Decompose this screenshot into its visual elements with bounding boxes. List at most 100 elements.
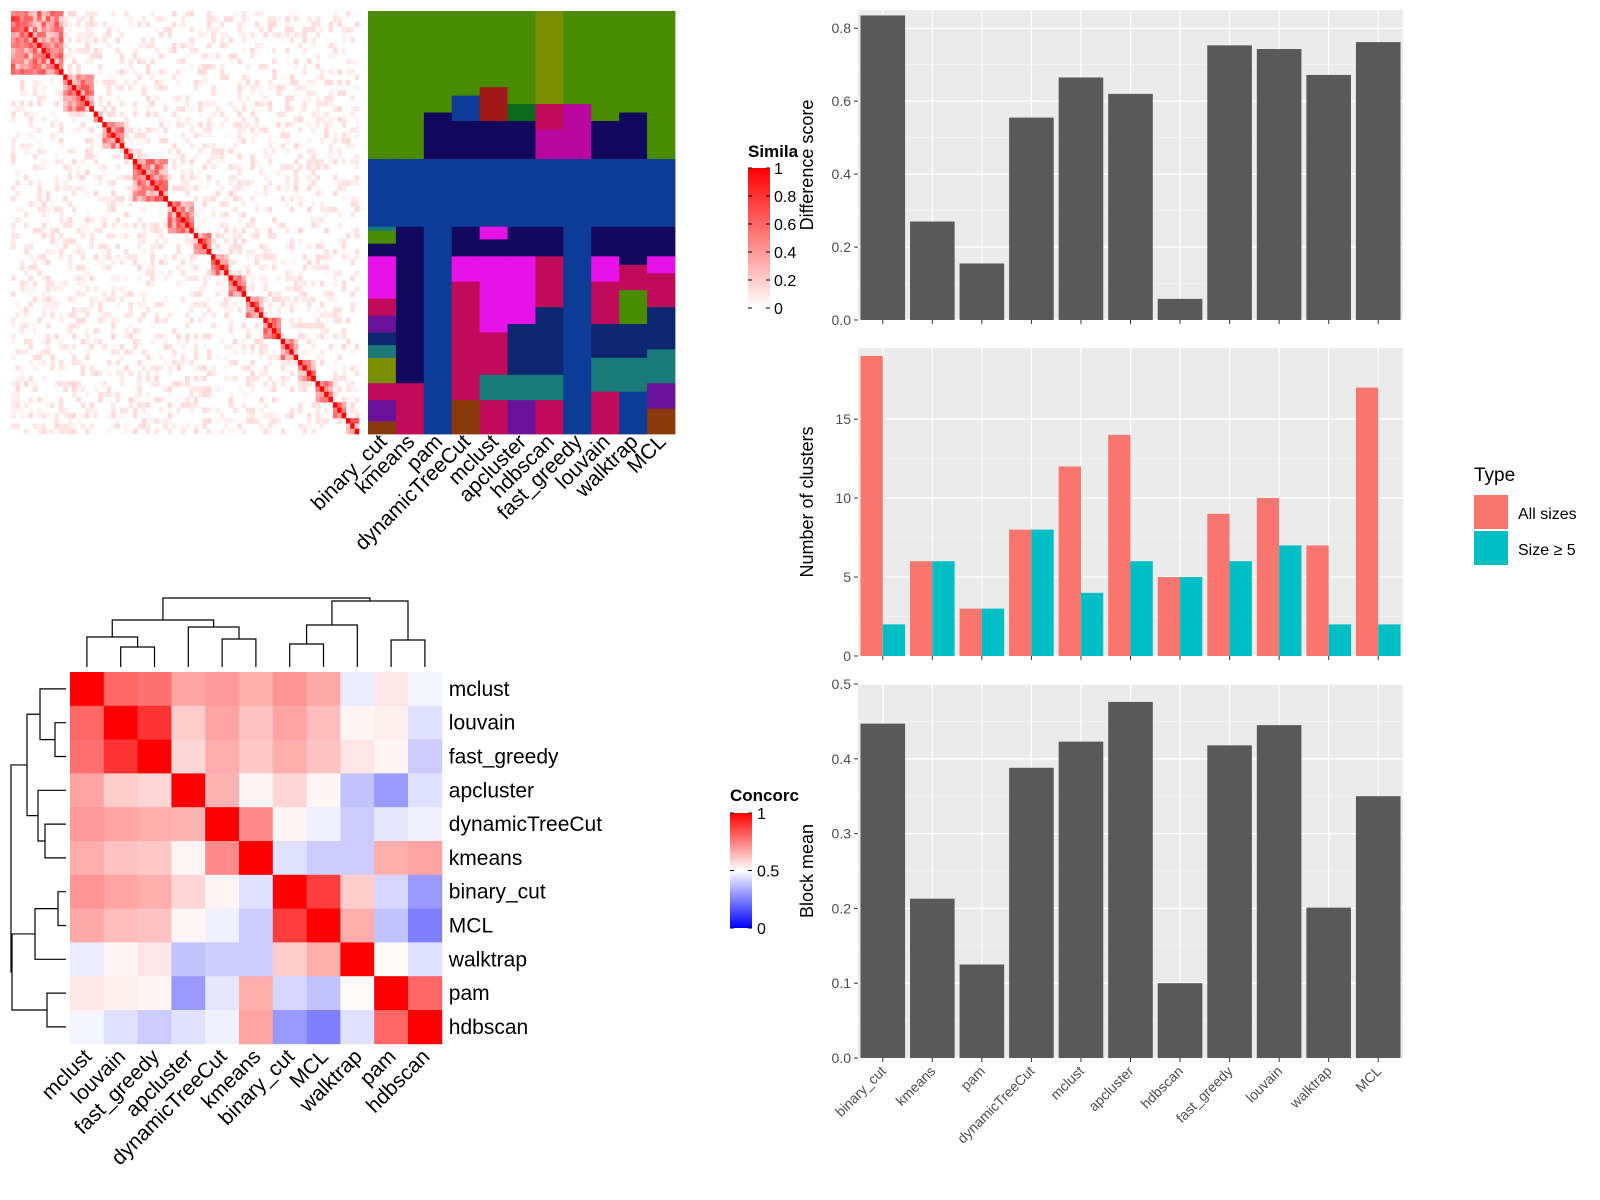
- similarity-cell: [176, 211, 181, 218]
- similarity-cell: [302, 296, 308, 303]
- similarity-cell: [280, 333, 286, 340]
- similarity-cell: [50, 307, 55, 313]
- similarity-cell: [150, 259, 155, 266]
- similarity-cell: [67, 428, 73, 435]
- similarity-cell: [289, 238, 295, 244]
- similarity-cell: [115, 423, 121, 430]
- similarity-cell: [245, 407, 251, 414]
- similarity-cell: [185, 100, 190, 107]
- similarity-cell: [71, 391, 77, 398]
- similarity-cell: [128, 307, 134, 313]
- similarity-cell: [84, 407, 90, 414]
- similarity-cell: [63, 423, 68, 430]
- similarity-cell: [311, 201, 316, 207]
- similarity-cell: [28, 16, 34, 22]
- bar: [910, 561, 933, 656]
- similarity-column-labels: binary_cutkmeanspamdynamicTreeCutmclusta…: [307, 430, 671, 555]
- similarity-legend-tick-label: 1: [774, 161, 783, 178]
- similarity-cell: [84, 48, 90, 54]
- similarity-cell: [176, 79, 181, 86]
- similarity-cell: [232, 238, 238, 244]
- similarity-cell: [350, 386, 355, 392]
- similarity-cell: [158, 365, 164, 371]
- similarity-cell: [167, 344, 173, 350]
- similarity-cell: [302, 26, 308, 33]
- similarity-cell: [19, 69, 25, 75]
- concordance-cell: [103, 672, 138, 707]
- similarity-cell: [198, 32, 203, 38]
- similarity-cell: [111, 21, 116, 28]
- similarity-cell: [198, 180, 203, 186]
- similarity-cell: [163, 137, 168, 144]
- similarity-cell: [80, 222, 86, 229]
- similarity-cell: [350, 95, 355, 102]
- similarity-cell: [102, 132, 107, 139]
- similarity-cell: [202, 79, 208, 86]
- similarity-cell: [337, 69, 342, 75]
- similarity-cell: [311, 280, 316, 287]
- similarity-cell: [224, 307, 229, 313]
- similarity-cell: [176, 42, 181, 49]
- similarity-cell: [141, 37, 147, 44]
- similarity-cell: [315, 322, 321, 329]
- similarity-cell: [71, 116, 77, 123]
- similarity-cell: [106, 143, 112, 149]
- similarity-cell: [93, 386, 99, 392]
- similarity-cell: [250, 153, 255, 160]
- similarity-cell: [67, 412, 73, 419]
- similarity-cell: [28, 407, 34, 414]
- top-dendrogram-branch: [331, 600, 409, 640]
- similarity-cell: [76, 248, 81, 255]
- similarity-cell: [41, 11, 47, 17]
- bar: [1355, 42, 1401, 321]
- similarity-cell: [71, 127, 77, 133]
- similarity-cell: [41, 159, 47, 165]
- similarity-cell: [337, 148, 342, 155]
- similarity-cell: [250, 381, 255, 387]
- similarity-cell: [45, 296, 51, 303]
- similarity-cell: [106, 132, 112, 139]
- similarity-cell: [328, 291, 334, 297]
- similarity-cell: [306, 375, 312, 382]
- similarity-cell: [211, 122, 216, 128]
- similarity-cell: [176, 396, 181, 403]
- similarity-cell: [84, 127, 90, 133]
- similarity-cell: [228, 291, 234, 297]
- similarity-cell: [211, 365, 216, 371]
- similarity-cell: [228, 285, 234, 292]
- partition-cell: [507, 120, 536, 160]
- similarity-cell: [250, 418, 255, 424]
- similarity-cell: [15, 11, 20, 17]
- similarity-cell: [11, 243, 16, 250]
- similarity-cell: [163, 85, 168, 91]
- similarity-cell: [289, 338, 295, 345]
- similarity-cell: [167, 217, 173, 223]
- similarity-cell: [58, 37, 64, 44]
- similarity-cell: [37, 196, 42, 202]
- bar: [1355, 387, 1379, 656]
- similarity-cell: [354, 85, 360, 91]
- similarity-cell: [189, 37, 194, 44]
- similarity-cell: [302, 386, 308, 392]
- similarity-cell: [80, 74, 86, 81]
- similarity-cell: [98, 164, 103, 170]
- similarity-cell: [319, 322, 325, 329]
- similarity-cell: [354, 412, 360, 419]
- similarity-cell: [154, 365, 160, 371]
- similarity-cell: [285, 100, 290, 107]
- similarity-cell: [328, 148, 334, 155]
- similarity-cell: [176, 407, 181, 414]
- concordance-cell: [239, 739, 274, 774]
- similarity-cell: [141, 85, 147, 91]
- similarity-cell: [285, 58, 290, 65]
- similarity-cell: [54, 37, 60, 44]
- concordance-cell: [171, 739, 206, 774]
- concordance-cell: [137, 807, 172, 842]
- similarity-cell: [98, 100, 103, 107]
- similarity-cell: [341, 280, 347, 287]
- similarity-cell: [185, 227, 190, 234]
- similarity-cell: [254, 159, 260, 165]
- similarity-cell: [285, 285, 290, 292]
- similarity-cell: [315, 381, 321, 387]
- similarity-cell: [206, 370, 212, 377]
